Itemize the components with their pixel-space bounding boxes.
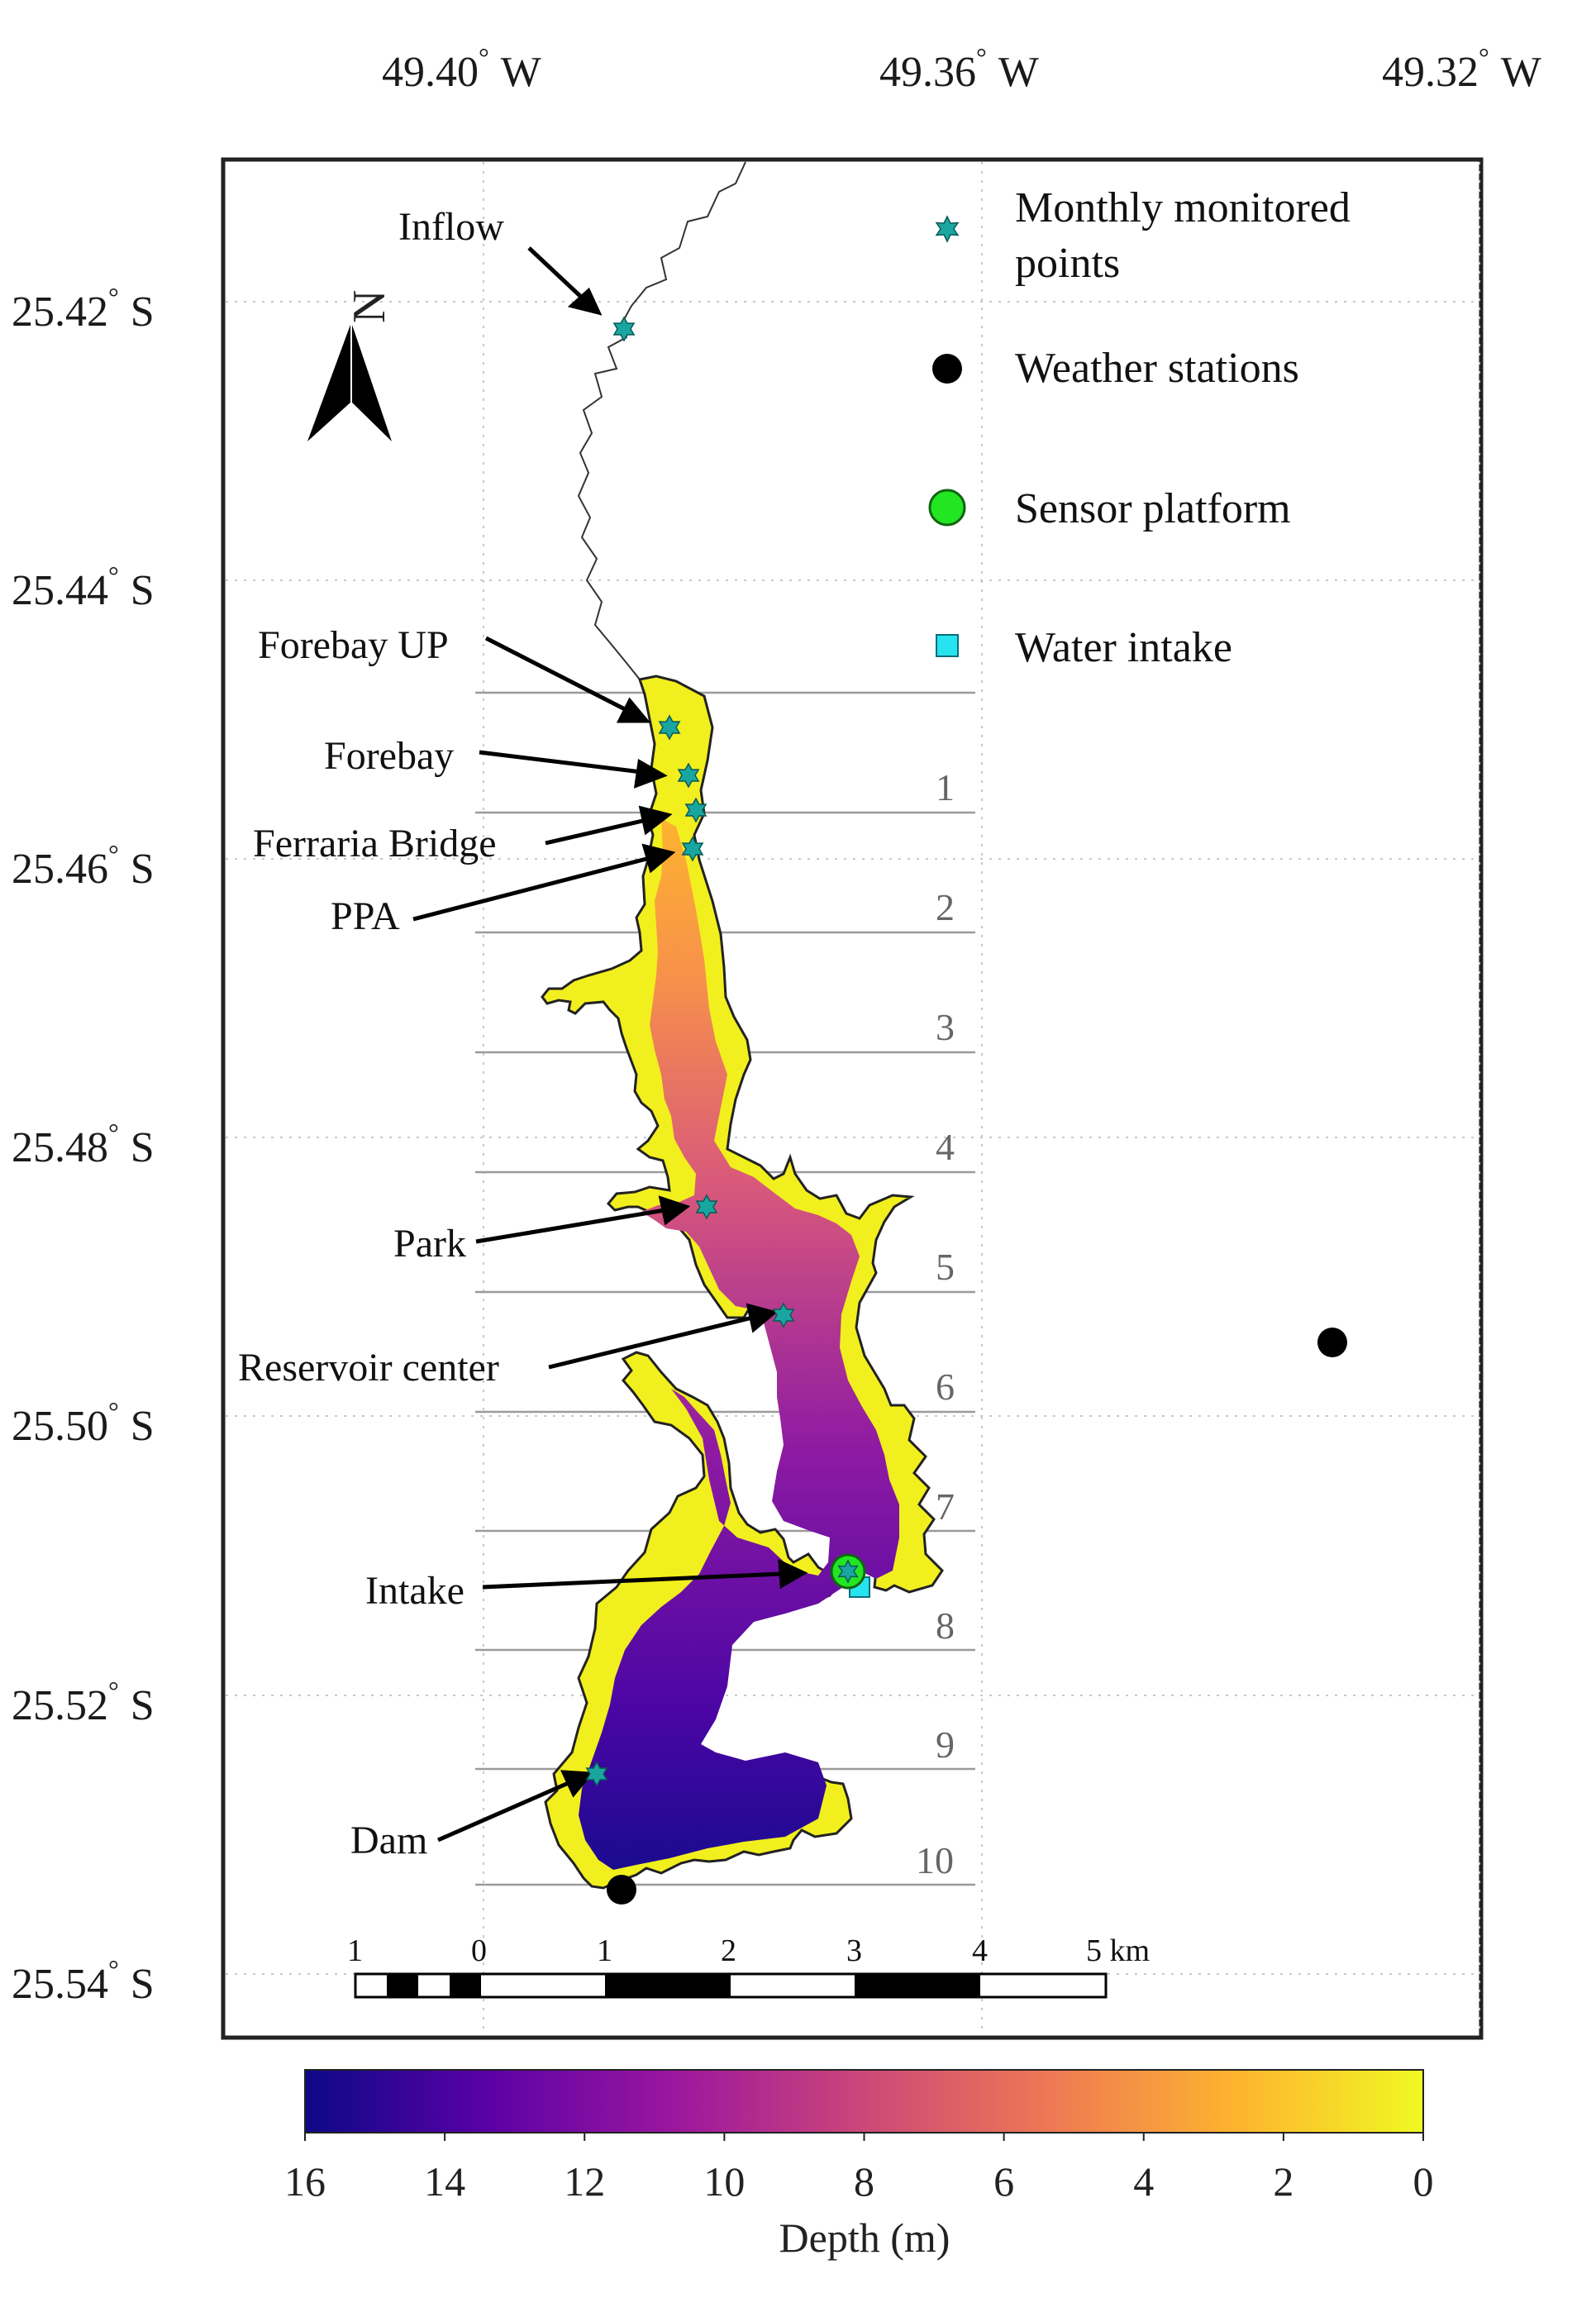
zone-number: 8 [936,1604,955,1647]
north-arrow-icon [307,322,392,441]
graticule [226,162,1480,2035]
site-label-forebay: Forebay [324,734,454,778]
legend-sensor-icon [928,489,966,527]
scale-label: 2 [721,1933,736,1968]
colorbar-tick-label: 8 [854,2158,874,2205]
monitored-point-marker [658,714,681,741]
lon-tick-label: 49.36° W [879,42,1039,96]
legend-weather-icon [932,354,962,384]
site-label-ferraria-bridge: Ferraria Bridge [253,822,497,865]
lat-tick-label: 25.46° S [12,839,155,893]
zone-number: 3 [936,1006,955,1048]
zone-number: 5 [936,1246,955,1288]
zone-number: 4 [936,1126,955,1168]
lat-tick-label: 25.42° S [12,282,155,336]
site-label-forebay-up: Forebay UP [258,623,449,667]
colorbar-tick-label: 6 [993,2158,1014,2205]
colorbar-title: Depth (m) [779,2215,950,2261]
lat-tick-label: 25.54° S [12,1954,155,2008]
colorbar-tick-label: 16 [284,2158,326,2205]
legend-monitored-star-icon [935,215,960,243]
scale-label: 1 [597,1933,612,1968]
legend-weather-label: Weather stations [1015,345,1299,392]
north-arrow-label: N [344,290,395,323]
legend: Monthly monitored points Weather station… [928,184,1351,671]
weather-station-marker [1317,1328,1347,1357]
colorbar-ticks: 16 14 12 10 8 6 4 2 0 [284,2133,1434,2205]
north-arrow: N [307,290,395,441]
site-label-park: Park [393,1222,466,1266]
longitude-labels: 49.40° W 49.36° W 49.32° W [382,42,1541,96]
lon-tick-label: 49.40° W [382,42,541,96]
scale-bar: 1 0 1 2 3 4 5 km [347,1933,1150,1999]
monitored-point-marker [772,1302,795,1328]
reservoir [541,675,944,1890]
map-frame [221,157,1484,2040]
colorbar-tick-label: 10 [703,2158,745,2205]
annotation-arrows [412,246,808,1843]
colorbar-tick-label: 4 [1133,2158,1154,2205]
zone-numbers: 1 2 3 4 5 6 7 8 9 10 [916,766,955,1881]
site-label-ppa: PPA [331,894,400,938]
lat-tick-label: 25.52° S [12,1676,155,1729]
zone-number: 7 [936,1485,955,1528]
reservoir-depth-core [579,818,899,1870]
colorbar: 16 14 12 10 8 6 4 2 0 Depth (m) [284,2069,1434,2261]
monitored-point-marker [681,836,704,862]
colorbar-tick-label: 14 [424,2158,465,2205]
monitored-point-marker [677,762,700,789]
scale-label: 4 [972,1933,988,1968]
legend-intake-icon [936,634,959,657]
lon-tick-label: 49.32° W [1382,42,1541,96]
monitored-points [585,316,795,1787]
legend-monitored-label: Monthly monitored [1015,184,1351,231]
site-label-intake: Intake [365,1569,465,1613]
scale-label: 0 [471,1933,487,1968]
colorbar-ramp [304,2069,1424,2134]
monitored-point-marker [695,1194,718,1220]
zone-number: 2 [936,886,955,928]
weather-station-marker [607,1875,636,1905]
scale-label: 3 [846,1933,862,1968]
scale-label: 5 km [1086,1933,1150,1968]
monitored-point-marker [612,316,636,342]
zone-number: 6 [936,1366,955,1408]
lat-tick-label: 25.50° S [12,1396,155,1450]
colorbar-tick-label: 12 [564,2158,605,2205]
sensor-platform-star [837,1559,859,1584]
river-inflow-line [577,161,746,680]
legend-sensor-label: Sensor platform [1015,485,1291,532]
zone-number: 1 [936,766,955,808]
lat-tick-label: 25.48° S [12,1118,155,1171]
lat-tick-label: 25.44° S [12,560,155,614]
site-labels: Inflow Forebay UP Forebay Ferraria Bridg… [238,205,504,1862]
colorbar-tick-label: 0 [1413,2158,1434,2205]
site-label-inflow: Inflow [398,205,504,249]
latitude-labels: 25.42° S 25.44° S 25.46° S 25.48° S 25.50° S … [12,282,155,2008]
zone-number: 10 [916,1839,954,1881]
monitored-point-marker [585,1761,608,1787]
colorbar-tick-label: 2 [1273,2158,1293,2205]
legend-monitored-label-2: points [1015,240,1120,287]
site-label-reservoir-center: Reservoir center [238,1346,499,1390]
monitored-point-marker [684,797,707,823]
zone-number: 9 [936,1724,955,1766]
site-label-dam: Dam [350,1819,427,1862]
legend-intake-label: Water intake [1015,624,1232,671]
scale-label: 1 [347,1933,363,1968]
